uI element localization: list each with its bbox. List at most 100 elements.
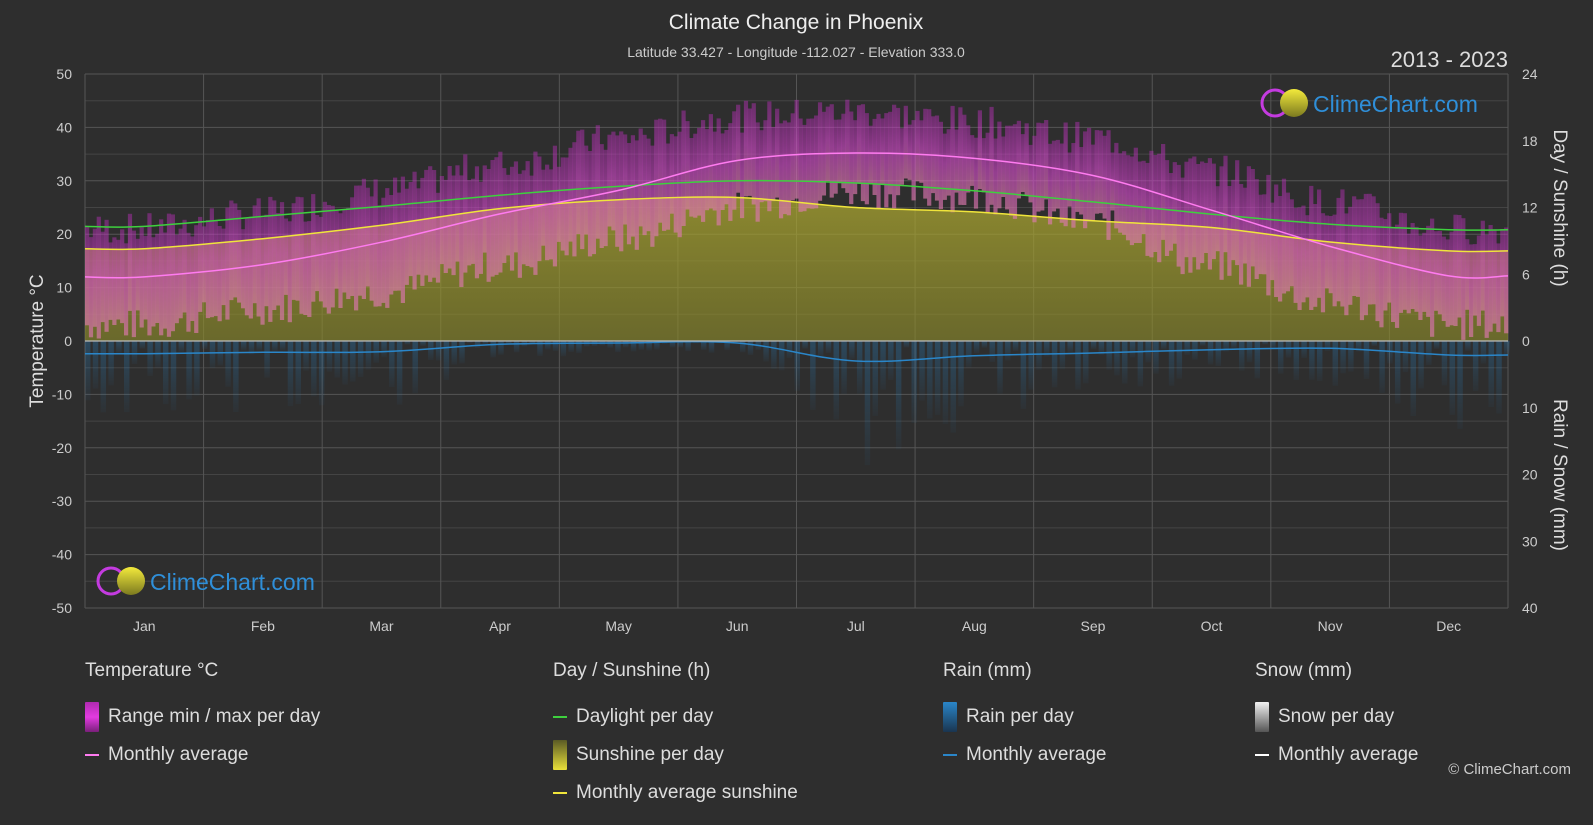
temperature-range-day	[837, 119, 842, 184]
climate-chart: Climate Change in Phoenix Latitude 33.42…	[27, 11, 1570, 634]
left-axis-label: Temperature °C	[27, 274, 48, 407]
temperature-range-day	[385, 188, 390, 308]
rain-day	[630, 341, 637, 352]
temperature-range-day	[1277, 196, 1283, 302]
temperature-range-day	[681, 110, 686, 226]
temperature-range-day	[276, 213, 281, 306]
rain-day	[404, 341, 411, 345]
temperature-range-day	[1344, 213, 1349, 316]
rain-day	[1394, 341, 1401, 404]
rain-day	[802, 341, 808, 349]
rain-day	[568, 341, 574, 352]
temperature-range-day	[938, 121, 943, 209]
temperature-range-day	[190, 236, 195, 321]
temperature-range-day	[958, 107, 963, 205]
temperature-range-day	[1215, 186, 1220, 252]
rain-day	[763, 341, 769, 362]
rain-day	[482, 341, 489, 345]
rain-day	[513, 341, 520, 353]
temperature-range-day	[1394, 224, 1400, 328]
rain-day	[381, 341, 387, 358]
temperature-range-day	[1200, 161, 1205, 264]
month-tick-label: Mar	[369, 618, 393, 634]
rain-day	[178, 341, 185, 353]
legend-item: Daylight per day	[553, 698, 798, 736]
rain-day	[1402, 341, 1409, 373]
rain-day	[1036, 341, 1042, 370]
temperature-range-day	[743, 100, 749, 197]
left-tick-label: 10	[56, 280, 72, 296]
rain-day	[1028, 341, 1034, 390]
temperature-range-day	[1246, 166, 1251, 287]
temperature-range-day	[626, 143, 632, 245]
rain-day	[256, 341, 262, 351]
right-top-tick-label: 0	[1522, 333, 1530, 349]
temperature-range-day	[802, 124, 807, 212]
temperature-range-day	[1504, 227, 1509, 334]
rain-day	[318, 341, 325, 406]
rain-day	[552, 341, 559, 351]
rain-day	[1005, 341, 1011, 361]
temperature-range-day	[915, 110, 920, 182]
rain-day	[654, 341, 660, 350]
rain-day	[100, 341, 107, 413]
temperature-range-day	[1301, 205, 1306, 303]
temperature-range-day	[1375, 203, 1380, 322]
temperature-range-day	[416, 188, 421, 275]
temperature-range-day	[868, 125, 873, 184]
temperature-range-day	[1500, 229, 1505, 317]
temperature-range-day	[560, 157, 565, 251]
legend-item: Sunshine per day	[553, 736, 798, 774]
temperature-range-day	[833, 119, 838, 194]
temperature-range-day	[350, 197, 355, 296]
temperature-range-day	[689, 138, 694, 217]
legend-item: Snow per day	[1255, 698, 1418, 736]
rain-day	[841, 341, 847, 394]
temperature-range-day	[927, 109, 932, 206]
temperature-range-day	[1274, 184, 1279, 297]
temperature-range-day	[1437, 231, 1443, 315]
temperature-range-day	[147, 213, 152, 336]
temperature-range-day	[576, 130, 581, 235]
right-top-axis-label: Day / Sunshine (h)	[1549, 129, 1570, 286]
temperature-range-day	[759, 130, 764, 203]
rain-day	[123, 341, 130, 413]
temperature-range-day	[966, 125, 971, 193]
rain-day	[1480, 341, 1487, 364]
temperature-range-day	[1090, 144, 1096, 222]
temperature-range-day	[1379, 217, 1384, 328]
rain-day	[116, 341, 122, 354]
right-bottom-tick-label: 10	[1522, 400, 1538, 416]
temperature-range-day	[892, 104, 897, 209]
copyright: © ClimeChart.com	[1448, 761, 1571, 778]
temperature-range-day	[1332, 214, 1337, 307]
temperature-range-day	[829, 104, 834, 198]
temperature-range-day	[322, 201, 328, 308]
rain-day	[1168, 341, 1175, 386]
temperature-range-day	[899, 128, 905, 185]
temperature-range-day	[595, 125, 600, 239]
line-swatch-icon	[553, 792, 567, 794]
rain-day	[685, 341, 691, 352]
temperature-range-day	[1320, 213, 1326, 313]
temperature-range-day	[447, 166, 452, 269]
rain-day	[1348, 341, 1354, 372]
rain-day	[1215, 341, 1222, 367]
temperature-range-day	[299, 197, 304, 314]
temperature-range-day	[775, 108, 780, 198]
temperature-range-day	[969, 135, 975, 186]
temperature-range-day	[459, 175, 464, 287]
right-bottom-tick-label: 30	[1522, 533, 1538, 549]
legend-label: Monthly average sunshine	[576, 782, 798, 803]
rain-day	[459, 341, 465, 364]
rain-day	[1067, 341, 1073, 353]
temperature-range-day	[1352, 196, 1357, 296]
rain-day	[194, 341, 200, 396]
rain-day	[638, 341, 645, 350]
temperature-range-day	[1328, 216, 1333, 294]
left-tick-label: 30	[56, 173, 72, 189]
rain-day	[186, 341, 192, 400]
temperature-range-day	[205, 220, 211, 319]
temperature-range-day	[1398, 212, 1404, 313]
snow-swatch-icon	[1255, 702, 1269, 732]
